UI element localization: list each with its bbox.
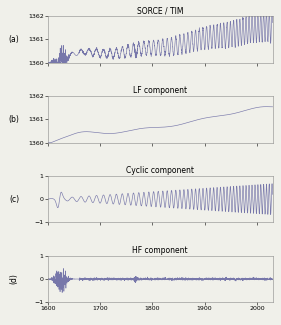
Title: LF component: LF component <box>133 86 187 95</box>
Title: Cyclic component: Cyclic component <box>126 166 194 175</box>
Title: HF component: HF component <box>132 246 188 255</box>
Text: (b): (b) <box>9 115 19 124</box>
Text: (c): (c) <box>9 195 19 204</box>
Text: (d): (d) <box>10 274 19 284</box>
Text: (a): (a) <box>9 35 19 44</box>
Title: SORCE / TIM: SORCE / TIM <box>137 6 183 16</box>
